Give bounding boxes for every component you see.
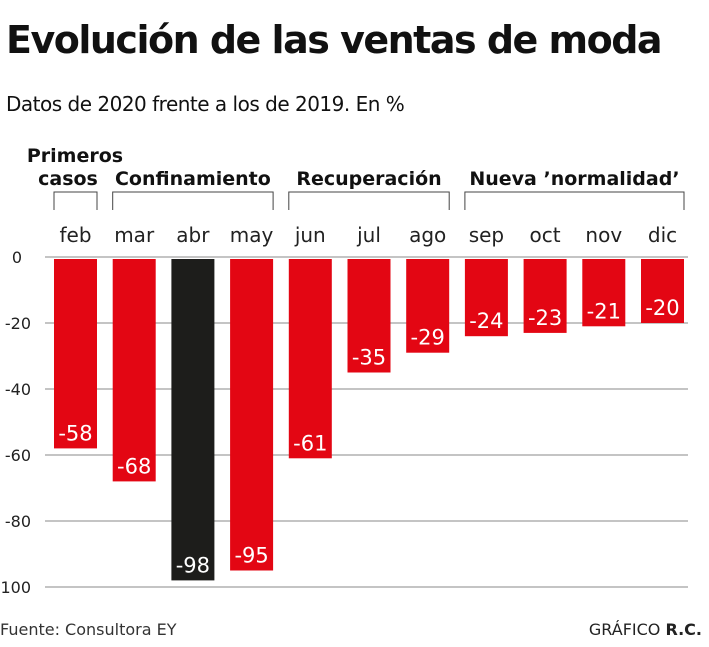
bar-may bbox=[230, 259, 274, 571]
y-tick-label: -100 bbox=[0, 578, 31, 597]
credit-name: R.C. bbox=[665, 620, 702, 639]
phase-bracket bbox=[112, 191, 274, 210]
bar-sep bbox=[464, 259, 508, 337]
credit-prefix: GRÁFICO bbox=[588, 620, 661, 639]
bar-mar bbox=[112, 259, 156, 482]
data-label-jun: -61 bbox=[293, 431, 327, 455]
y-tick-label: -60 bbox=[5, 446, 31, 465]
bar-abr bbox=[171, 259, 215, 581]
bar-nov bbox=[582, 259, 626, 327]
phase-label: Confinamiento bbox=[115, 168, 271, 190]
x-tick-label-dic: dic bbox=[648, 223, 677, 247]
chart-subtitle: Datos de 2020 frente a los de 2019. En % bbox=[6, 92, 405, 116]
y-tick-label: -40 bbox=[5, 380, 31, 399]
x-tick-label-oct: oct bbox=[530, 223, 561, 247]
data-label-may: -95 bbox=[234, 544, 268, 568]
bar-ago bbox=[406, 259, 450, 353]
phase-bracket bbox=[53, 191, 98, 210]
phase-label: casos bbox=[38, 168, 98, 190]
bar-jun bbox=[288, 259, 332, 459]
phase-label: Primeros bbox=[27, 145, 123, 167]
data-label-mar: -68 bbox=[117, 454, 151, 478]
y-tick-label: -20 bbox=[5, 314, 31, 333]
data-label-ago: -29 bbox=[411, 326, 445, 350]
bar-jul bbox=[347, 259, 391, 373]
y-tick-label: 0 bbox=[12, 248, 22, 267]
bar-feb bbox=[54, 259, 97, 449]
phase-label: Nueva ’normalidad’ bbox=[469, 168, 679, 190]
source-note: Fuente: Consultora EY bbox=[0, 620, 177, 639]
bar-oct bbox=[523, 259, 567, 333]
x-tick-label-sep: sep bbox=[469, 223, 504, 247]
y-tick-label: -80 bbox=[5, 512, 31, 531]
data-label-sep: -24 bbox=[469, 309, 503, 333]
data-label-dic: -20 bbox=[645, 296, 679, 320]
phase-label: Recuperación bbox=[296, 168, 441, 190]
x-tick-label-feb: feb bbox=[59, 223, 91, 247]
x-tick-label-ago: ago bbox=[409, 223, 446, 247]
data-label-oct: -23 bbox=[528, 306, 562, 330]
x-tick-label-jul: jul bbox=[356, 223, 381, 247]
data-label-jul: -35 bbox=[352, 346, 386, 370]
x-tick-label-jun: jun bbox=[294, 223, 326, 247]
data-label-feb: -58 bbox=[58, 421, 92, 445]
data-label-nov: -21 bbox=[587, 299, 621, 323]
credit: GRÁFICO R.C. bbox=[589, 620, 702, 639]
data-label-abr: -98 bbox=[176, 553, 210, 577]
bar-dic bbox=[641, 259, 684, 323]
x-tick-label-mar: mar bbox=[114, 223, 155, 247]
x-tick-label-nov: nov bbox=[585, 223, 622, 247]
phase-bracket bbox=[288, 191, 450, 210]
x-tick-label-abr: abr bbox=[176, 223, 210, 247]
phase-bracket bbox=[464, 191, 685, 210]
x-tick-label-may: may bbox=[230, 223, 274, 247]
chart-title: Evolución de las ventas de moda bbox=[6, 18, 663, 62]
